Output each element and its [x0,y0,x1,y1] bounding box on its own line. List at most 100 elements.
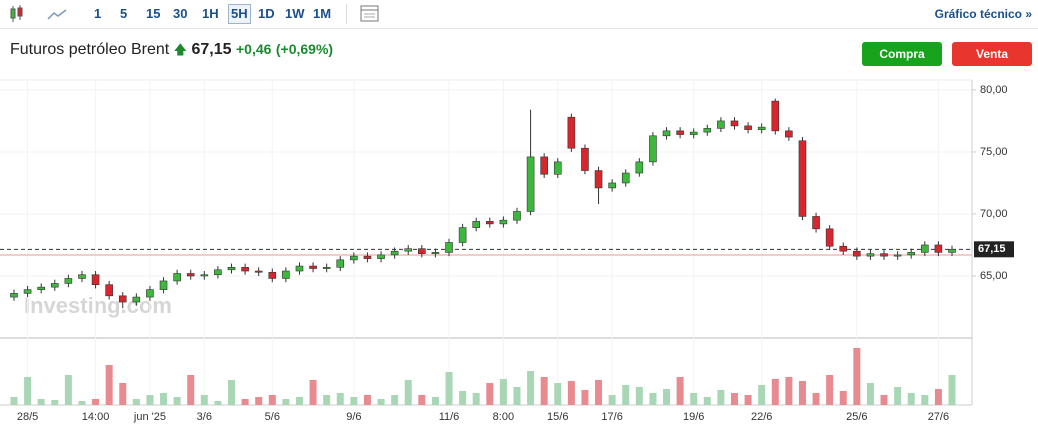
candle-body [186,273,195,277]
up-arrow: 🡅 [173,42,188,57]
y-tick-label: 70,00 [980,208,1008,220]
x-tick-label: 22/6 [751,411,772,423]
x-tick-label: 5/6 [265,411,280,423]
candle-body [64,278,73,284]
volume-bar [499,379,507,405]
candle-body [418,248,426,254]
candle-body [309,265,317,269]
interval-button[interactable]: 1W [285,6,305,21]
instrument-header: Futuros petróleo Brent 🡅 67,15 +0,46 (+0… [10,41,333,63]
volume-bar [391,395,399,405]
volume-bar [595,380,603,405]
candle-body [880,253,888,257]
candle-body [581,147,589,171]
technical-chart-link[interactable]: Gráfico técnico » [934,7,1032,21]
volume-bar [228,380,236,405]
interval-button[interactable]: 5H [228,4,251,24]
candle-body [567,116,576,149]
candle-body [730,120,739,127]
price: 67,15 [191,41,232,58]
interval-button[interactable]: 15 [146,6,161,21]
volume-bar [527,371,535,405]
volume-bar [744,395,752,405]
buy-button[interactable]: Compra [862,42,942,66]
x-tick-label: 11/6 [439,411,460,423]
candle-body [853,250,861,257]
volume-bar [404,380,412,405]
candle-body [390,250,399,256]
volume-bar [51,400,59,405]
x-tick-label: 28/5 [17,411,38,423]
interval-button[interactable]: 30 [173,6,188,21]
x-tick-label: 17/6 [601,411,622,423]
volume-bar [880,395,888,405]
volume-bar [282,399,290,405]
volume-bar [608,395,616,405]
candle-body [105,284,113,297]
candle-body [757,126,766,130]
candle-body [118,295,127,303]
volume-bar [418,395,426,405]
volume-bar [187,375,195,405]
x-tick-label: 14:00 [82,411,110,423]
interval-button[interactable]: 1M [313,6,332,21]
y-tick-label: 75,00 [980,146,1008,158]
interval-button[interactable]: 1 [94,6,102,21]
candle-body [717,120,725,129]
volume-bar [92,399,100,405]
volume-bar [635,387,643,405]
interval-button[interactable]: 1H [202,6,219,21]
x-tick-label: 25/6 [846,411,867,423]
volume-bar [948,375,956,405]
interval-button[interactable]: 5 [120,6,128,21]
candle-body [540,156,548,175]
volume-bar [934,389,942,405]
volume-bar [132,399,140,405]
candle-body [132,296,141,303]
y-tick-label: 80,00 [980,84,1008,96]
volume-bar [200,395,208,405]
candle-body [499,219,508,225]
volume-bar [798,381,806,405]
candle-body [458,227,467,243]
candle-body [553,161,562,175]
interval-button[interactable]: 1D [258,6,275,21]
volume-bar [894,387,902,405]
volume-bar [663,389,671,405]
candle-body [594,170,603,189]
volume-bar [459,391,467,405]
volume-bar [64,375,72,405]
volume-bar [350,397,358,405]
candle-body [91,274,100,285]
candle-body [254,270,263,273]
volume-bar [24,377,32,405]
volume-bar [676,377,684,405]
candle-body [50,283,59,288]
candle-body [635,161,644,174]
volume-bar [214,401,222,405]
candle-body [214,269,222,276]
volume-bar [554,383,562,405]
volume-bar [295,397,303,405]
x-tick-label: 27/6 [928,411,949,423]
x-tick-label: 8:00 [493,411,514,423]
table-icon[interactable] [360,4,380,24]
candle-body [689,131,698,135]
last-price-box [974,241,1014,258]
candle-body [812,216,820,230]
volume-bar [377,399,385,405]
candle-body [431,252,440,254]
candle-body [227,266,236,271]
candle-body [948,249,956,253]
volume-bar [119,383,127,405]
volume-bar [336,393,344,405]
candle-body [662,130,671,137]
volume-bar [431,397,439,405]
volume-bar [10,397,18,405]
watermark: Investing.com [24,293,172,318]
candle-body [907,252,916,256]
sell-button[interactable]: Venta [952,42,1032,66]
volume-bar [622,385,630,405]
volume-bar [758,385,766,405]
